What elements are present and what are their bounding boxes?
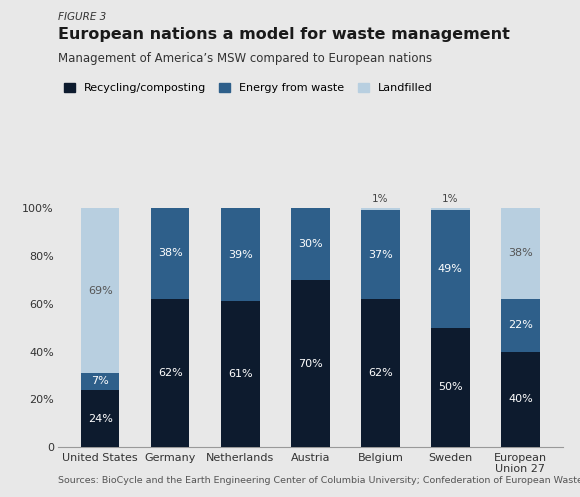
Text: Management of America’s MSW compared to European nations: Management of America’s MSW compared to …: [58, 52, 432, 65]
Bar: [81, 208, 119, 373]
Bar: [431, 208, 470, 210]
Text: 62%: 62%: [158, 368, 183, 378]
Text: 22%: 22%: [508, 320, 533, 331]
Text: 69%: 69%: [88, 286, 113, 296]
Text: 40%: 40%: [508, 395, 533, 405]
Text: 30%: 30%: [298, 239, 322, 249]
Text: 7%: 7%: [91, 377, 109, 387]
Text: European nations a model for waste management: European nations a model for waste manag…: [58, 27, 510, 42]
Bar: [501, 208, 539, 299]
Bar: [221, 301, 259, 447]
Bar: [361, 299, 400, 447]
Bar: [151, 208, 190, 299]
Bar: [81, 390, 119, 447]
Text: 70%: 70%: [298, 358, 322, 369]
Text: 24%: 24%: [88, 414, 113, 423]
Bar: [151, 299, 190, 447]
Bar: [361, 208, 400, 210]
Text: 49%: 49%: [438, 264, 463, 274]
Bar: [291, 208, 329, 280]
Bar: [501, 351, 539, 447]
Bar: [361, 210, 400, 299]
Bar: [221, 208, 259, 301]
Bar: [431, 210, 470, 328]
Bar: [501, 299, 539, 351]
Text: 1%: 1%: [372, 194, 389, 204]
Text: 62%: 62%: [368, 368, 393, 378]
Text: 61%: 61%: [228, 369, 252, 379]
Text: 37%: 37%: [368, 249, 393, 259]
Text: 1%: 1%: [442, 194, 459, 204]
Legend: Recycling/composting, Energy from waste, Landfilled: Recycling/composting, Energy from waste,…: [64, 83, 432, 93]
Text: 38%: 38%: [158, 248, 183, 258]
Text: 38%: 38%: [508, 248, 533, 258]
Bar: [431, 328, 470, 447]
Text: Sources: BioCycle and the Earth Engineering Center of Columbia University; Confe: Sources: BioCycle and the Earth Engineer…: [58, 476, 580, 485]
Text: 39%: 39%: [228, 249, 253, 259]
Text: FIGURE 3: FIGURE 3: [58, 12, 106, 22]
Text: 50%: 50%: [438, 383, 463, 393]
Bar: [81, 373, 119, 390]
Bar: [291, 280, 329, 447]
